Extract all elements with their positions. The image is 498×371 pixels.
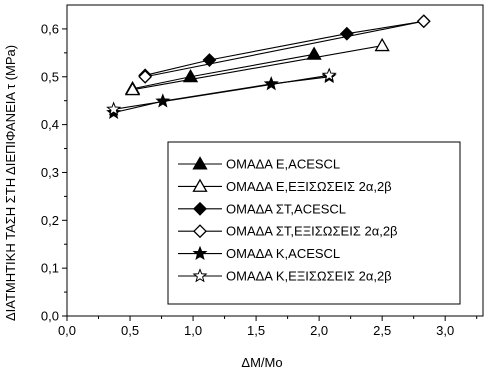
y-tick-label: 0,1	[41, 261, 59, 276]
legend-label: ΟΜΑΔΑ Κ,ACESCL	[226, 246, 340, 261]
y-tick-label: 0,5	[41, 69, 59, 84]
x-tick-label: 1,5	[247, 323, 265, 338]
legend: ΟΜΑΔΑ Ε,ACESCL ΟΜΑΔΑ Ε,ΕΞΙΣΩΣΕΙΣ 2α,2β ΟΜΑ…	[168, 142, 460, 304]
x-tick-label: 2,0	[310, 323, 328, 338]
diamond-marker	[139, 71, 151, 83]
x-axis-title: ΔM/Mo	[241, 355, 282, 370]
y-tick-label: 0,0	[41, 309, 59, 324]
triangle-marker	[376, 39, 389, 50]
y-tick-label: 0,4	[41, 117, 59, 132]
series-line	[133, 46, 383, 90]
legend-label: ΟΜΑΔΑ ΣΤ,ACESCL	[226, 201, 346, 216]
y-tick-label: 0,2	[41, 213, 59, 228]
legend-label: ΟΜΑΔΑ ΣΤ,ΕΞΙΣΩΣΕΙΣ 2α,2β	[226, 224, 398, 239]
series-1	[126, 48, 321, 94]
legend-label: ΟΜΑΔΑ Κ,ΕΞΙΣΩΣΕΙΣ 2α,2β	[226, 269, 392, 284]
diamond-marker	[418, 15, 430, 27]
legend-label: ΟΜΑΔΑ Ε,ΕΞΙΣΩΣΕΙΣ 2α,2β	[226, 179, 392, 194]
y-axis-title: ΔΙΑΤΜΗΤΙΚΗ ΤΑΣΗ ΣΤΗ ΔΙΕΠΙΦΑΝΕΙΑ τ (MPa)	[3, 45, 18, 321]
x-tick-label: 0,0	[58, 323, 76, 338]
x-tick-label: 0,5	[121, 323, 139, 338]
y-tick-label: 0,6	[41, 21, 59, 36]
x-tick-label: 3,0	[436, 323, 454, 338]
x-tick-label: 2,5	[373, 323, 391, 338]
y-tick-label: 0,3	[41, 165, 59, 180]
legend-label: ΟΜΑΔΑ Ε,ACESCL	[226, 157, 340, 172]
series-layer	[107, 15, 429, 118]
x-tick-label: 1,0	[184, 323, 202, 338]
